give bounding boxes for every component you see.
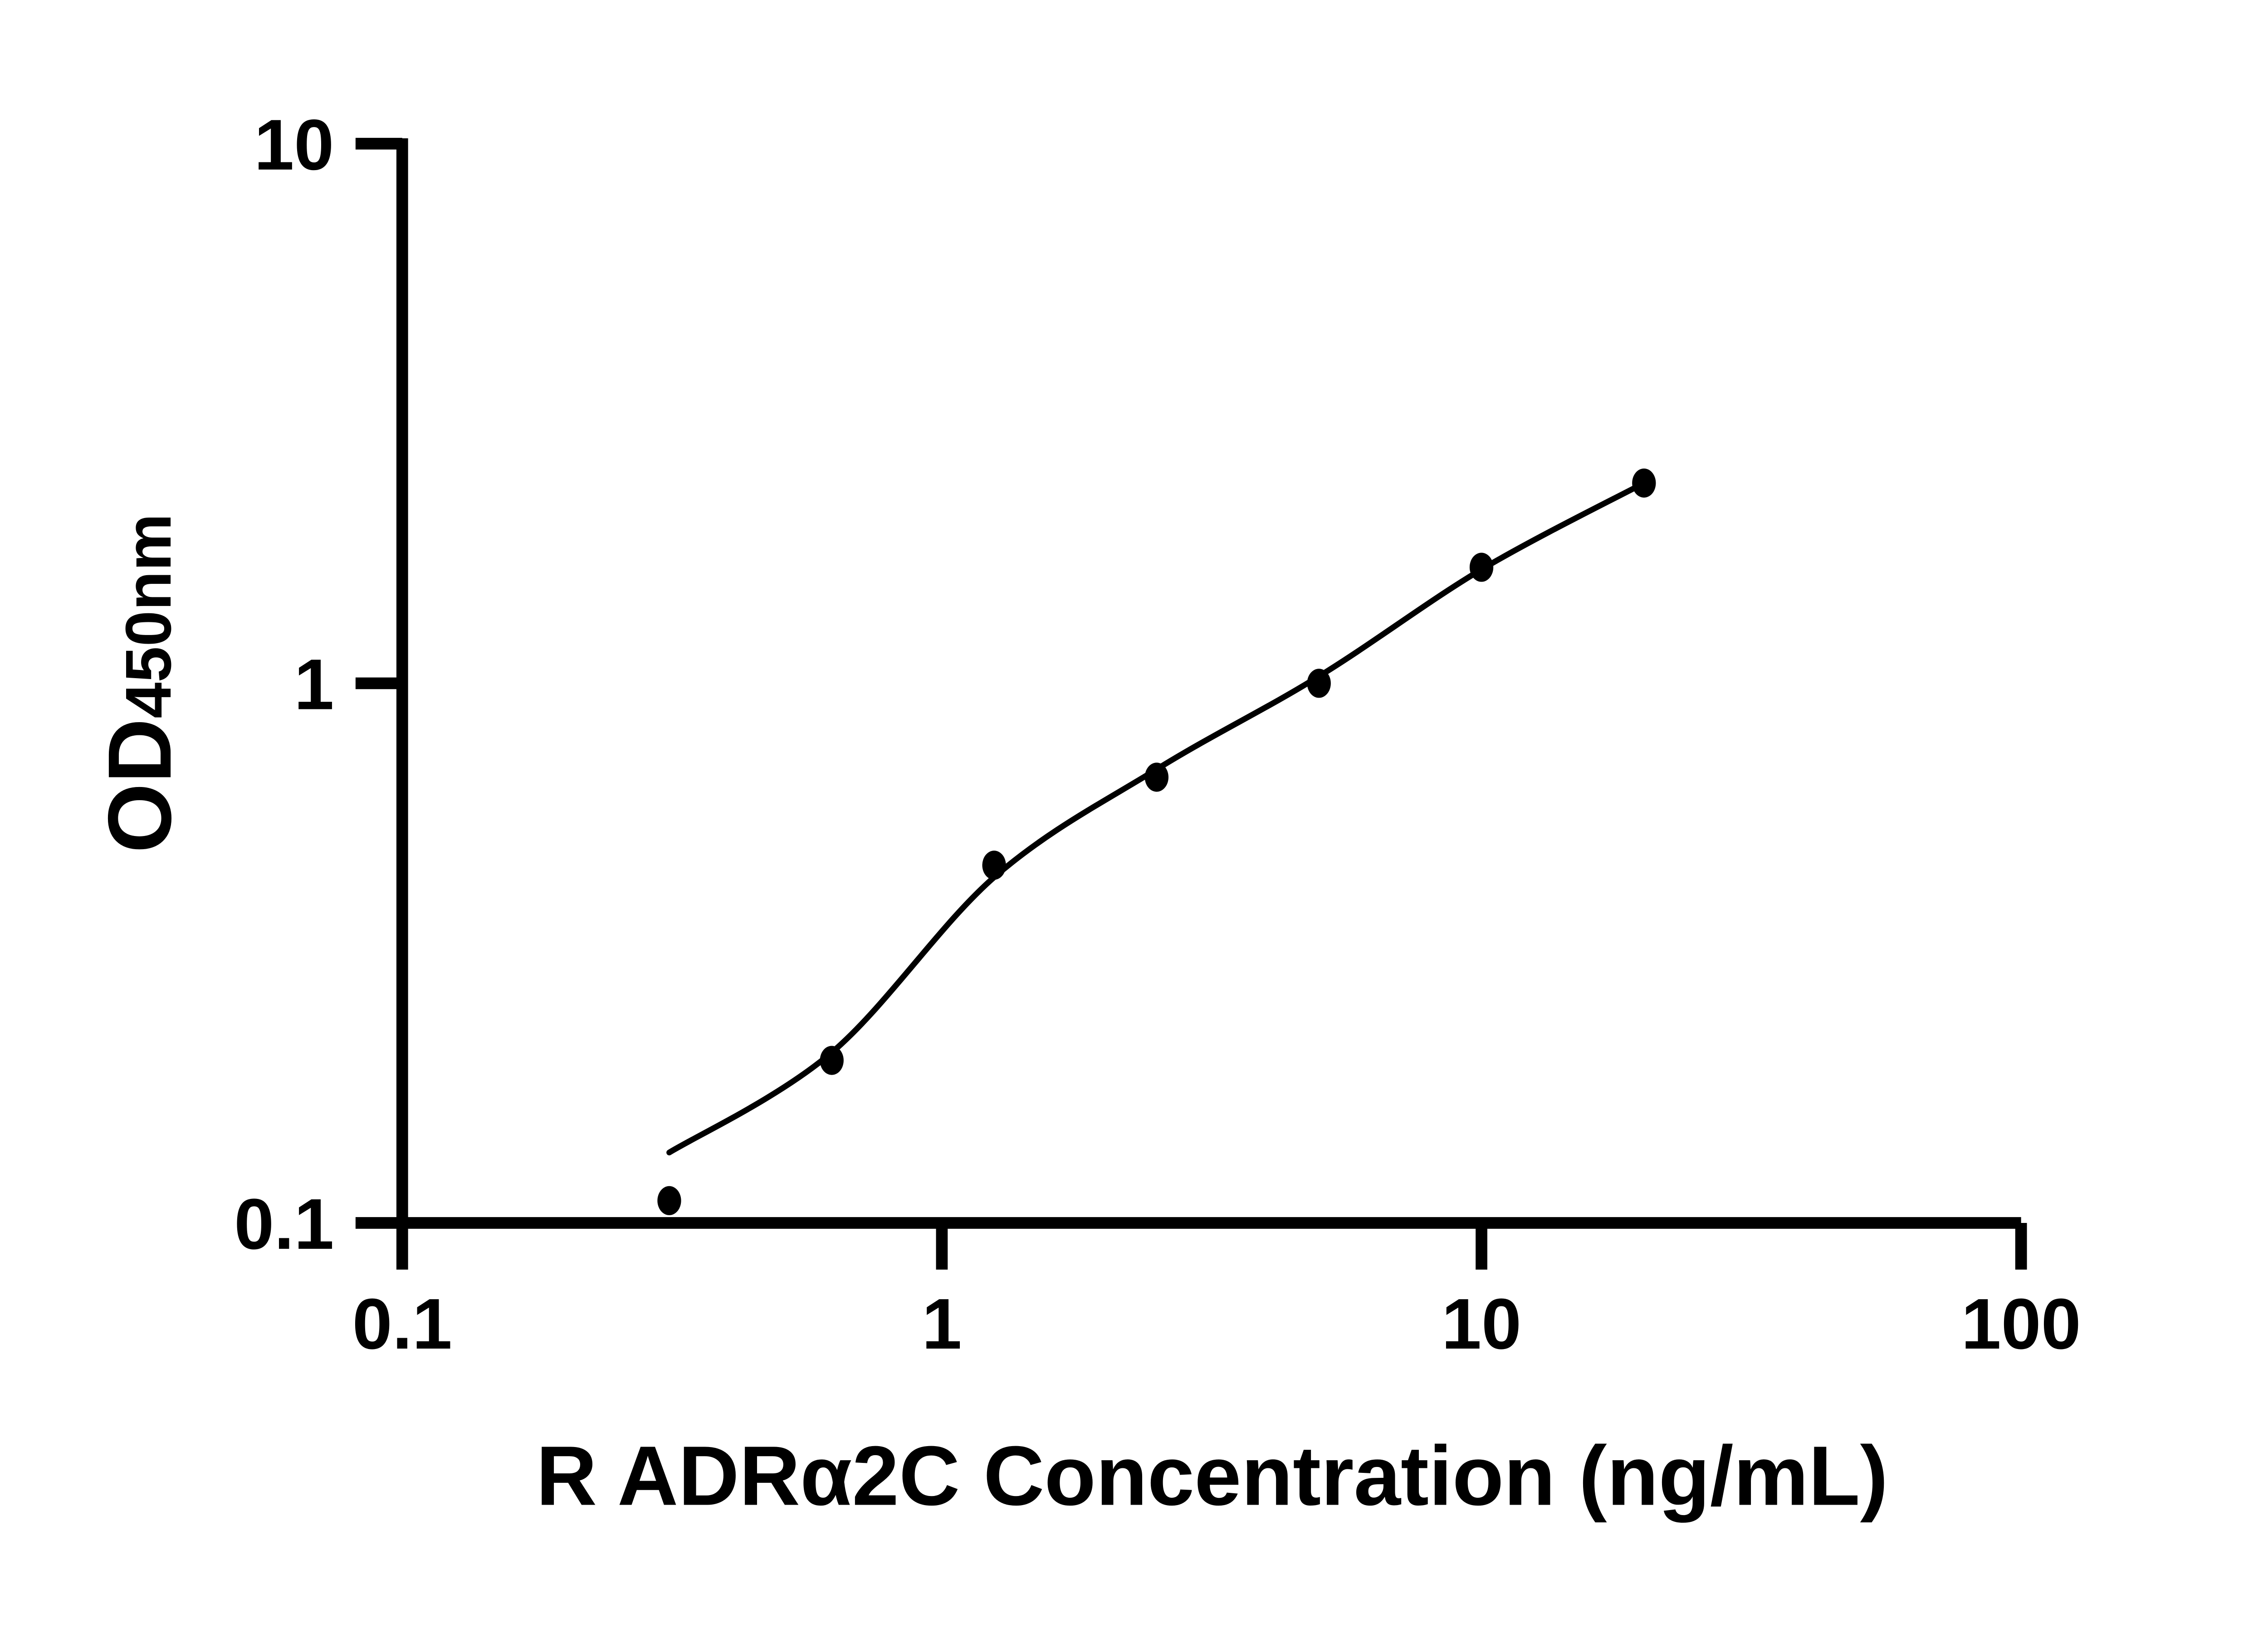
y-axis-ticks: 0.1 1 10 bbox=[234, 105, 402, 1264]
data-point bbox=[1469, 552, 1494, 582]
y-tick-label: 10 bbox=[254, 105, 334, 185]
x-tick-label: 0.1 bbox=[352, 1284, 452, 1364]
x-tick-label: 100 bbox=[1961, 1284, 2081, 1364]
y-axis-title-main: OD bbox=[89, 719, 190, 853]
x-axis-title: R ADRα2C Concentration (ng/mL) bbox=[536, 1429, 1888, 1523]
y-axis-title-subscript: 450nm bbox=[112, 513, 185, 719]
data-point bbox=[982, 851, 1006, 880]
data-point bbox=[1144, 763, 1169, 792]
data-point bbox=[820, 1046, 844, 1075]
data-point bbox=[1307, 669, 1331, 698]
x-tick-label: 10 bbox=[1442, 1284, 1521, 1364]
data-point bbox=[1632, 468, 1656, 498]
y-tick-label: 1 bbox=[294, 644, 334, 724]
fit-curve-line bbox=[666, 480, 1647, 1156]
y-axis-title: OD450nm bbox=[89, 513, 190, 853]
data-points bbox=[657, 468, 1656, 1215]
data-point bbox=[657, 1186, 681, 1215]
x-tick-label: 1 bbox=[922, 1284, 962, 1364]
y-tick-label: 0.1 bbox=[234, 1184, 334, 1264]
x-axis-ticks: 0.1 1 10 100 bbox=[352, 1222, 2081, 1364]
